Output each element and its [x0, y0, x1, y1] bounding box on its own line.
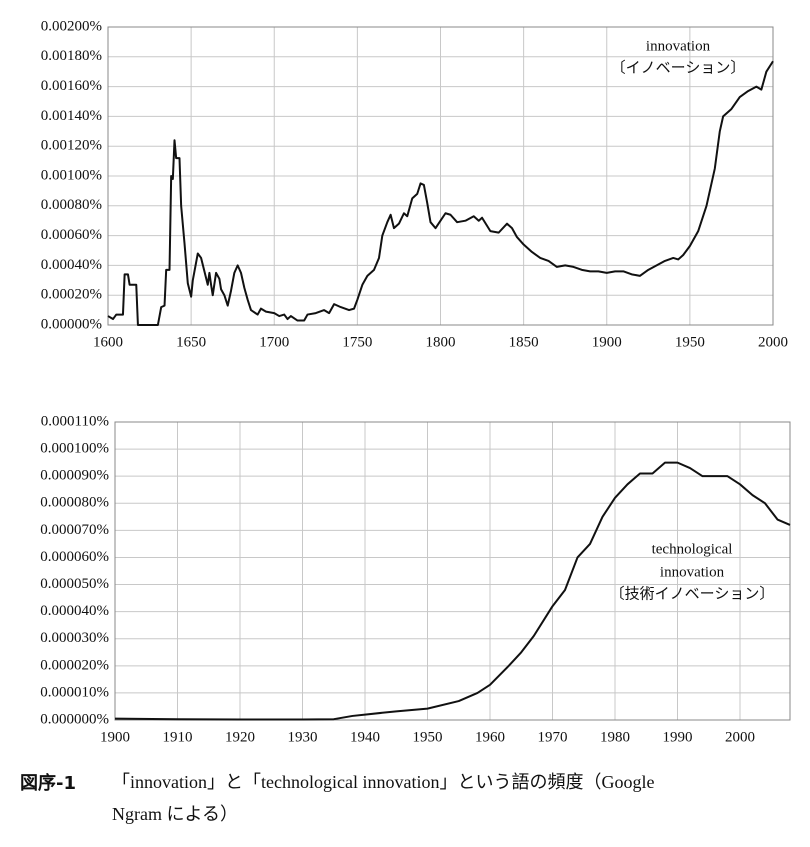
y-tick-label: 0.000110%: [41, 413, 109, 429]
x-tick-label: 1950: [413, 729, 443, 745]
y-tick-label: 0.00120%: [41, 138, 102, 154]
y-tick-label: 0.000100%: [40, 441, 109, 457]
x-tick-label: 1970: [538, 729, 568, 745]
x-tick-label: 1930: [288, 729, 318, 745]
y-tick-label: 0.000080%: [40, 495, 109, 511]
y-tick-label: 0.000090%: [40, 468, 109, 484]
plot-frame: [114, 421, 791, 721]
plot-frame: [107, 26, 774, 326]
x-tick-label: 2000: [758, 334, 788, 350]
y-tick-label: 0.00200%: [41, 18, 102, 34]
x-tick-label: 1980: [600, 729, 630, 745]
y-tick-label: 0.00040%: [41, 257, 102, 273]
y-tick-label: 0.000070%: [40, 522, 109, 538]
y-tick-label: 0.00080%: [41, 197, 102, 213]
x-tick-label: 1990: [663, 729, 693, 745]
x-tick-label: 1960: [475, 729, 505, 745]
y-tick-label: 0.000040%: [40, 603, 109, 619]
x-tick-label: 1700: [259, 334, 289, 350]
annotation: innovation: [646, 38, 711, 54]
y-tick-label: 0.000030%: [40, 630, 109, 646]
annotation: technological: [652, 541, 733, 557]
x-tick-label: 1850: [509, 334, 539, 350]
caption-label: 図序-1: [20, 772, 76, 794]
x-tick-label: 1900: [100, 729, 130, 745]
annotation: 〔技術イノベーション〕: [610, 585, 775, 602]
y-tick-label: 0.00000%: [41, 316, 102, 332]
x-tick-label: 1940: [350, 729, 380, 745]
y-tick-label: 0.000060%: [40, 549, 109, 565]
x-tick-label: 2000: [725, 729, 755, 745]
y-tick-label: 0.00100%: [41, 167, 102, 183]
y-tick-label: 0.00180%: [41, 48, 102, 64]
caption-line: 「innovation」と「technological innovation」と…: [112, 772, 654, 792]
y-tick-label: 0.000010%: [40, 684, 109, 700]
x-tick-label: 1900: [592, 334, 622, 350]
y-tick-label: 0.00160%: [41, 78, 102, 94]
series-line: [107, 60, 774, 326]
caption-line: Ngram による）: [112, 804, 238, 824]
x-tick-label: 1750: [342, 334, 372, 350]
x-tick-label: 1600: [93, 334, 123, 350]
annotation: 〔イノベーション〕: [611, 59, 746, 76]
x-tick-label: 1800: [426, 334, 456, 350]
x-tick-label: 1920: [225, 729, 255, 745]
y-tick-label: 0.000050%: [40, 576, 109, 592]
y-tick-label: 0.00140%: [41, 108, 102, 124]
x-tick-label: 1650: [176, 334, 206, 350]
annotation: innovation: [660, 564, 725, 580]
series-line: [114, 461, 791, 721]
y-tick-label: 0.000000%: [40, 711, 109, 727]
x-tick-label: 1950: [675, 334, 705, 350]
y-tick-label: 0.00060%: [41, 227, 102, 243]
y-tick-label: 0.00020%: [41, 287, 102, 303]
x-tick-label: 1910: [163, 729, 193, 745]
y-tick-label: 0.000020%: [40, 657, 109, 673]
